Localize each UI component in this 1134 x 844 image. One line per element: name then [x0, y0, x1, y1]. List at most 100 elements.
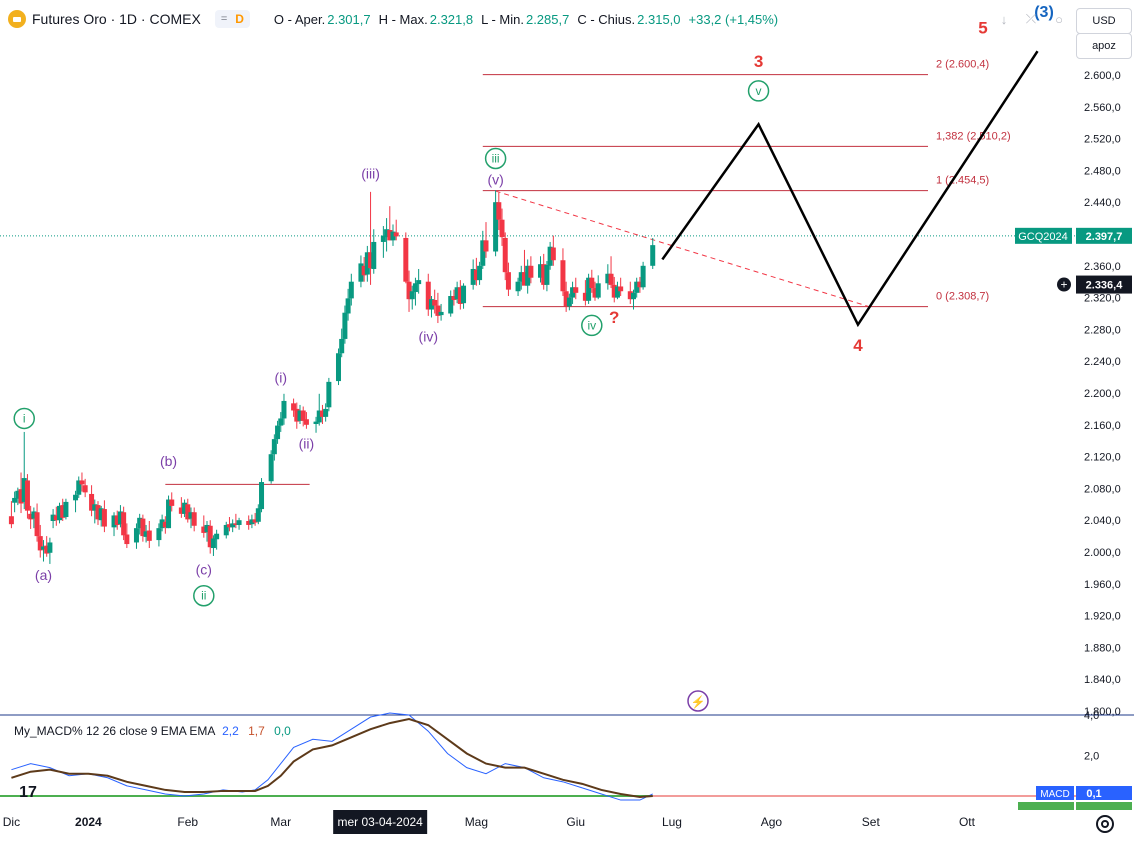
symbol-title[interactable]: Futures Oro · 1D · COMEX: [32, 11, 201, 27]
candle-body: [496, 202, 502, 220]
candle-body: [605, 273, 611, 284]
arrow-down-icon[interactable]: ↓: [1000, 11, 1008, 27]
scale-button[interactable]: apoz: [1076, 33, 1132, 59]
wave-circle-label: [484, 147, 507, 170]
candle-body: [502, 237, 508, 273]
candle-body: [364, 252, 370, 275]
y-tick-label: 1.920,0: [1084, 611, 1121, 623]
candle-body: [438, 311, 444, 316]
candle-body: [137, 517, 143, 529]
candle-body: [505, 272, 511, 290]
x-tick-label: Feb: [177, 815, 198, 829]
y-tick-label: 2.360,0: [1084, 261, 1121, 273]
x-tick-label: Giu: [566, 815, 585, 829]
crosshair-plus-icon: [1057, 277, 1071, 292]
candle-body: [291, 403, 297, 411]
candle-body: [547, 246, 553, 266]
candle-body: [550, 247, 556, 261]
candle-body: [73, 494, 79, 501]
y-tick-label: 1.960,0: [1084, 579, 1121, 591]
y-tick-label: 2.120,0: [1084, 452, 1121, 464]
projection-path: [661, 50, 1039, 328]
candle-body: [348, 281, 354, 299]
macd-line: [11, 712, 653, 801]
collapse-icon[interactable]: ⤫: [1025, 11, 1037, 26]
y-tick-label: 2.240,0: [1084, 356, 1121, 368]
x-tick-label: Set: [862, 815, 881, 829]
high-label: H - Max.: [378, 11, 428, 27]
candle-body: [570, 287, 576, 298]
candle-body: [416, 280, 422, 285]
candle-body: [384, 229, 390, 238]
wave-label: (c): [196, 561, 212, 577]
candle-body: [387, 230, 393, 241]
candle-body: [595, 283, 601, 298]
circle-icon[interactable]: ○: [1055, 11, 1063, 27]
wave-label: (iii): [361, 165, 380, 181]
candle-body: [249, 519, 255, 525]
y-tick-label: 1.880,0: [1084, 642, 1121, 654]
signal-value: 1,7: [248, 724, 265, 738]
candle-body: [278, 418, 284, 426]
candle-body: [368, 252, 374, 269]
fib-level-label: 2 (2.600,4): [936, 59, 989, 71]
symbol-pill[interactable]: = D: [214, 10, 250, 28]
candle-body: [499, 219, 505, 238]
x-tick-label: Ott: [959, 815, 976, 829]
y-tick-label: 2.280,0: [1084, 324, 1121, 336]
wave-circle-text: v: [756, 84, 762, 98]
candle-body: [326, 381, 332, 408]
candle-body: [255, 508, 261, 522]
candle-body: [76, 480, 82, 495]
candle-body: [146, 530, 152, 541]
zero-value: 0,0: [274, 724, 291, 738]
macd-indicator-name[interactable]: My_MACD% 12 26 close 9 EMA EMA: [14, 724, 215, 738]
candle-body: [297, 410, 303, 421]
price-badge-value: 2.397,7: [1086, 231, 1123, 243]
candle-body: [563, 291, 569, 307]
candle-body: [448, 296, 454, 314]
candle-body: [191, 512, 197, 526]
candle-body: [252, 519, 258, 523]
macd-header: My_MACD% 12 26 close 9 EMA EMA 2,2 1,7 0…: [14, 724, 291, 738]
wave-circle-label: [13, 407, 35, 430]
candle-body: [358, 263, 364, 282]
candle-body: [521, 272, 527, 286]
candle-body: [608, 273, 614, 285]
candle-body: [345, 298, 351, 314]
dashed-trendline: [495, 190, 871, 308]
candle-body: [409, 291, 415, 300]
candle-body: [246, 520, 252, 525]
candle-body: [47, 542, 53, 553]
candle-body: [457, 287, 463, 304]
y-tick-label: 2.600,0: [1084, 70, 1121, 82]
candle-body: [335, 353, 341, 382]
wave-label: 5: [978, 19, 987, 38]
candle-body: [461, 285, 467, 304]
signal-line: [11, 718, 653, 799]
candle-body: [37, 536, 43, 551]
candle-body: [473, 269, 479, 281]
candle-body: [236, 520, 242, 525]
candle-body: [525, 265, 531, 286]
candle-body: [560, 260, 566, 292]
fib-level-label: 1 (2.454,5): [936, 175, 989, 187]
candle-body: [121, 512, 127, 536]
candle-body: [34, 512, 40, 537]
x-tick-label: Dic: [3, 815, 20, 829]
candle-body: [403, 237, 409, 282]
candle-body: [425, 281, 431, 310]
settings-icon[interactable]: [1096, 815, 1114, 833]
candle-body: [140, 518, 146, 537]
candle-body: [316, 410, 322, 423]
open-label: O - Aper.: [273, 11, 326, 27]
low-value: 2.285,7: [525, 11, 570, 27]
candle-body: [188, 512, 194, 519]
candle-body: [111, 515, 117, 528]
candle-body: [451, 296, 457, 300]
x-crosshair-label-bg: [333, 810, 428, 834]
candle-body: [637, 281, 643, 288]
currency-button[interactable]: USD: [1076, 8, 1132, 34]
macd-value: 2,2: [222, 724, 239, 738]
